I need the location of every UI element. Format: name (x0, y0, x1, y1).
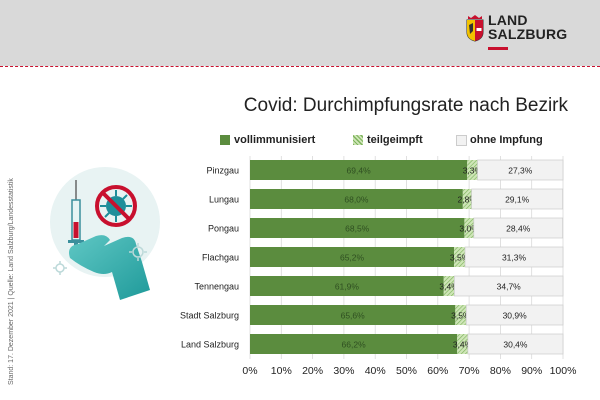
bar-segment-teilgeimpft (467, 160, 478, 180)
bar-segment-vollimmunisiert (250, 247, 455, 267)
bar-segment-ohne-impfung (454, 275, 564, 297)
bar-segment-vollimmunisiert (250, 218, 465, 238)
data-label: 34,7% (497, 281, 522, 291)
legend-swatch-vollimmunisiert (220, 135, 230, 145)
data-label: 31,3% (502, 252, 527, 262)
data-label: 3,5% (450, 252, 470, 262)
legend-label-vollimmunisiert: vollimmunisiert (234, 134, 316, 146)
bar-segment-teilgeimpft (443, 276, 455, 296)
x-tick-label: 10% (271, 365, 292, 377)
bar-segment-vollimmunisiert (250, 276, 444, 296)
data-label: 2,8% (458, 194, 478, 204)
x-tick-label: 60% (427, 365, 448, 377)
data-label: 3,4% (453, 339, 473, 349)
data-label: 3,4% (439, 281, 459, 291)
bar-segment-teilgeimpft (454, 247, 466, 267)
data-label: 3,3% (463, 165, 483, 175)
bar-segment-vollimmunisiert (250, 334, 458, 354)
category-label: Land Salzburg (181, 340, 239, 350)
data-label: 68,5% (345, 223, 370, 233)
category-label: Pongau (208, 224, 239, 234)
category-label: Lungau (209, 195, 239, 205)
bar-segment-vollimmunisiert (250, 305, 456, 325)
bar-segment-teilgeimpft (457, 334, 468, 354)
data-label: 68,0% (344, 194, 369, 204)
x-tick-label: 40% (365, 365, 386, 377)
land-salzburg-logo: LAND SALZBURG (466, 13, 586, 54)
bar-segment-ohne-impfung (477, 159, 564, 181)
data-label: 69,4% (347, 165, 372, 175)
legend-swatch-ohne-impfung (456, 135, 467, 146)
bar-segment-ohne-impfung (467, 333, 564, 355)
category-label: Tennengau (194, 282, 239, 292)
bar-segment-ohne-impfung (464, 246, 564, 268)
x-tick-label: 80% (490, 365, 511, 377)
bar-segment-teilgeimpft (462, 189, 472, 209)
bar-segment-ohne-impfung (471, 188, 564, 210)
data-label: 27,3% (508, 165, 533, 175)
category-label: Flachgau (202, 253, 239, 263)
data-label: 30,9% (503, 310, 528, 320)
legend-label-ohne-impfung: ohne Impfung (470, 134, 543, 146)
logo-line-2: SALZBURG (488, 26, 568, 42)
bar-segment-ohne-impfung (465, 304, 564, 326)
bar-segment-teilgeimpft (455, 305, 467, 325)
bar-segment-vollimmunisiert (250, 160, 468, 180)
x-tick-label: 0% (242, 365, 257, 377)
data-label: 61,9% (335, 281, 360, 291)
data-label: 29,1% (505, 194, 530, 204)
x-tick-label: 30% (333, 365, 354, 377)
logo-line-1: LAND (488, 12, 528, 28)
category-label: Pinzgau (206, 166, 239, 176)
header-divider (0, 66, 600, 67)
x-tick-label: 100% (550, 365, 577, 377)
data-label: 28,4% (506, 223, 531, 233)
bar-segment-ohne-impfung (473, 217, 564, 239)
data-label: 3,5% (451, 310, 471, 320)
legend-label-teilgeimpft: teilgeimpft (367, 134, 423, 146)
legend-swatch-teilgeimpft (353, 135, 363, 145)
x-tick-label: 90% (521, 365, 542, 377)
data-label: 3,0% (459, 223, 479, 233)
x-tick-label: 20% (302, 365, 323, 377)
x-tick-label: 50% (396, 365, 417, 377)
logo-underline (488, 47, 508, 50)
salzburg-crest-icon (466, 15, 484, 42)
logo-text: LAND SALZBURG (488, 13, 567, 41)
bar-segment-teilgeimpft (464, 218, 474, 238)
data-label: 66,2% (342, 339, 367, 349)
data-label: 30,4% (503, 339, 528, 349)
bar-segment-vollimmunisiert (250, 189, 463, 209)
data-label: 65,2% (340, 252, 365, 262)
data-label: 65,6% (341, 310, 366, 320)
header-band (0, 0, 600, 66)
category-label: Stadt Salzburg (180, 311, 239, 321)
x-tick-label: 70% (459, 365, 480, 377)
chart-title: Covid: Durchimpfungsrate nach Bezirk (243, 95, 568, 116)
